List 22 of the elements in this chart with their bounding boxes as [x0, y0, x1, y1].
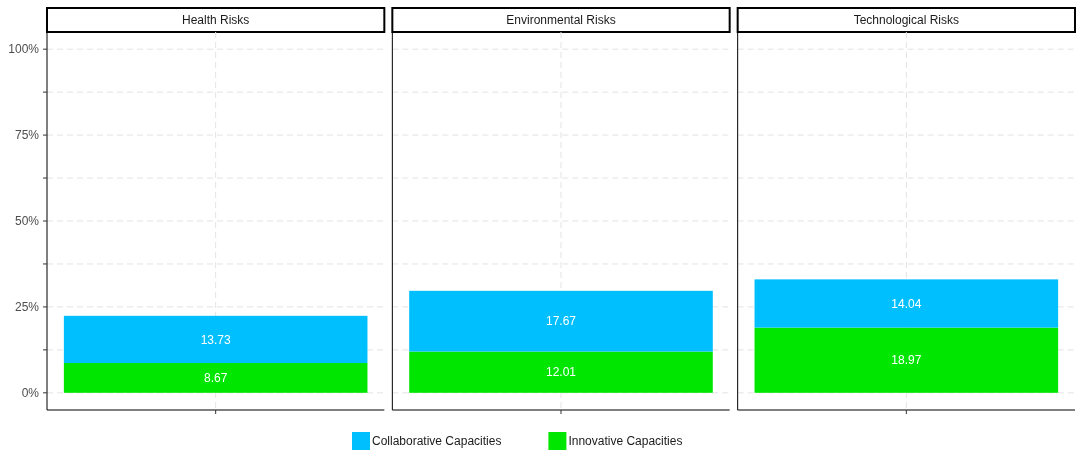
y-tick-label: 50% [14, 214, 40, 229]
y-tick-label: 0% [21, 386, 40, 401]
data-label: 17.67 [545, 314, 577, 329]
y-tick-label: 25% [14, 300, 40, 315]
x-tick-label: Environmental Risks [506, 13, 616, 28]
bar [63, 315, 368, 364]
legend-label: Innovative Capacities [568, 434, 683, 449]
bar [409, 351, 713, 393]
bar [63, 363, 368, 393]
data-label: 8.67 [203, 371, 228, 386]
x-tick-label: Technological Risks [853, 13, 960, 28]
y-tick-label: 75% [14, 128, 40, 143]
legend-label: Collaborative Capacities [372, 434, 502, 449]
x-tick-label: Health Risks [181, 13, 250, 28]
data-label: 18.97 [891, 353, 922, 368]
data-label: 13.73 [200, 332, 232, 347]
bar [409, 290, 713, 352]
data-label: 12.01 [545, 365, 577, 380]
y-tick-label: 100% [8, 42, 40, 57]
bar [754, 279, 1059, 328]
bar [754, 327, 1059, 393]
data-label: 14.04 [891, 296, 922, 311]
